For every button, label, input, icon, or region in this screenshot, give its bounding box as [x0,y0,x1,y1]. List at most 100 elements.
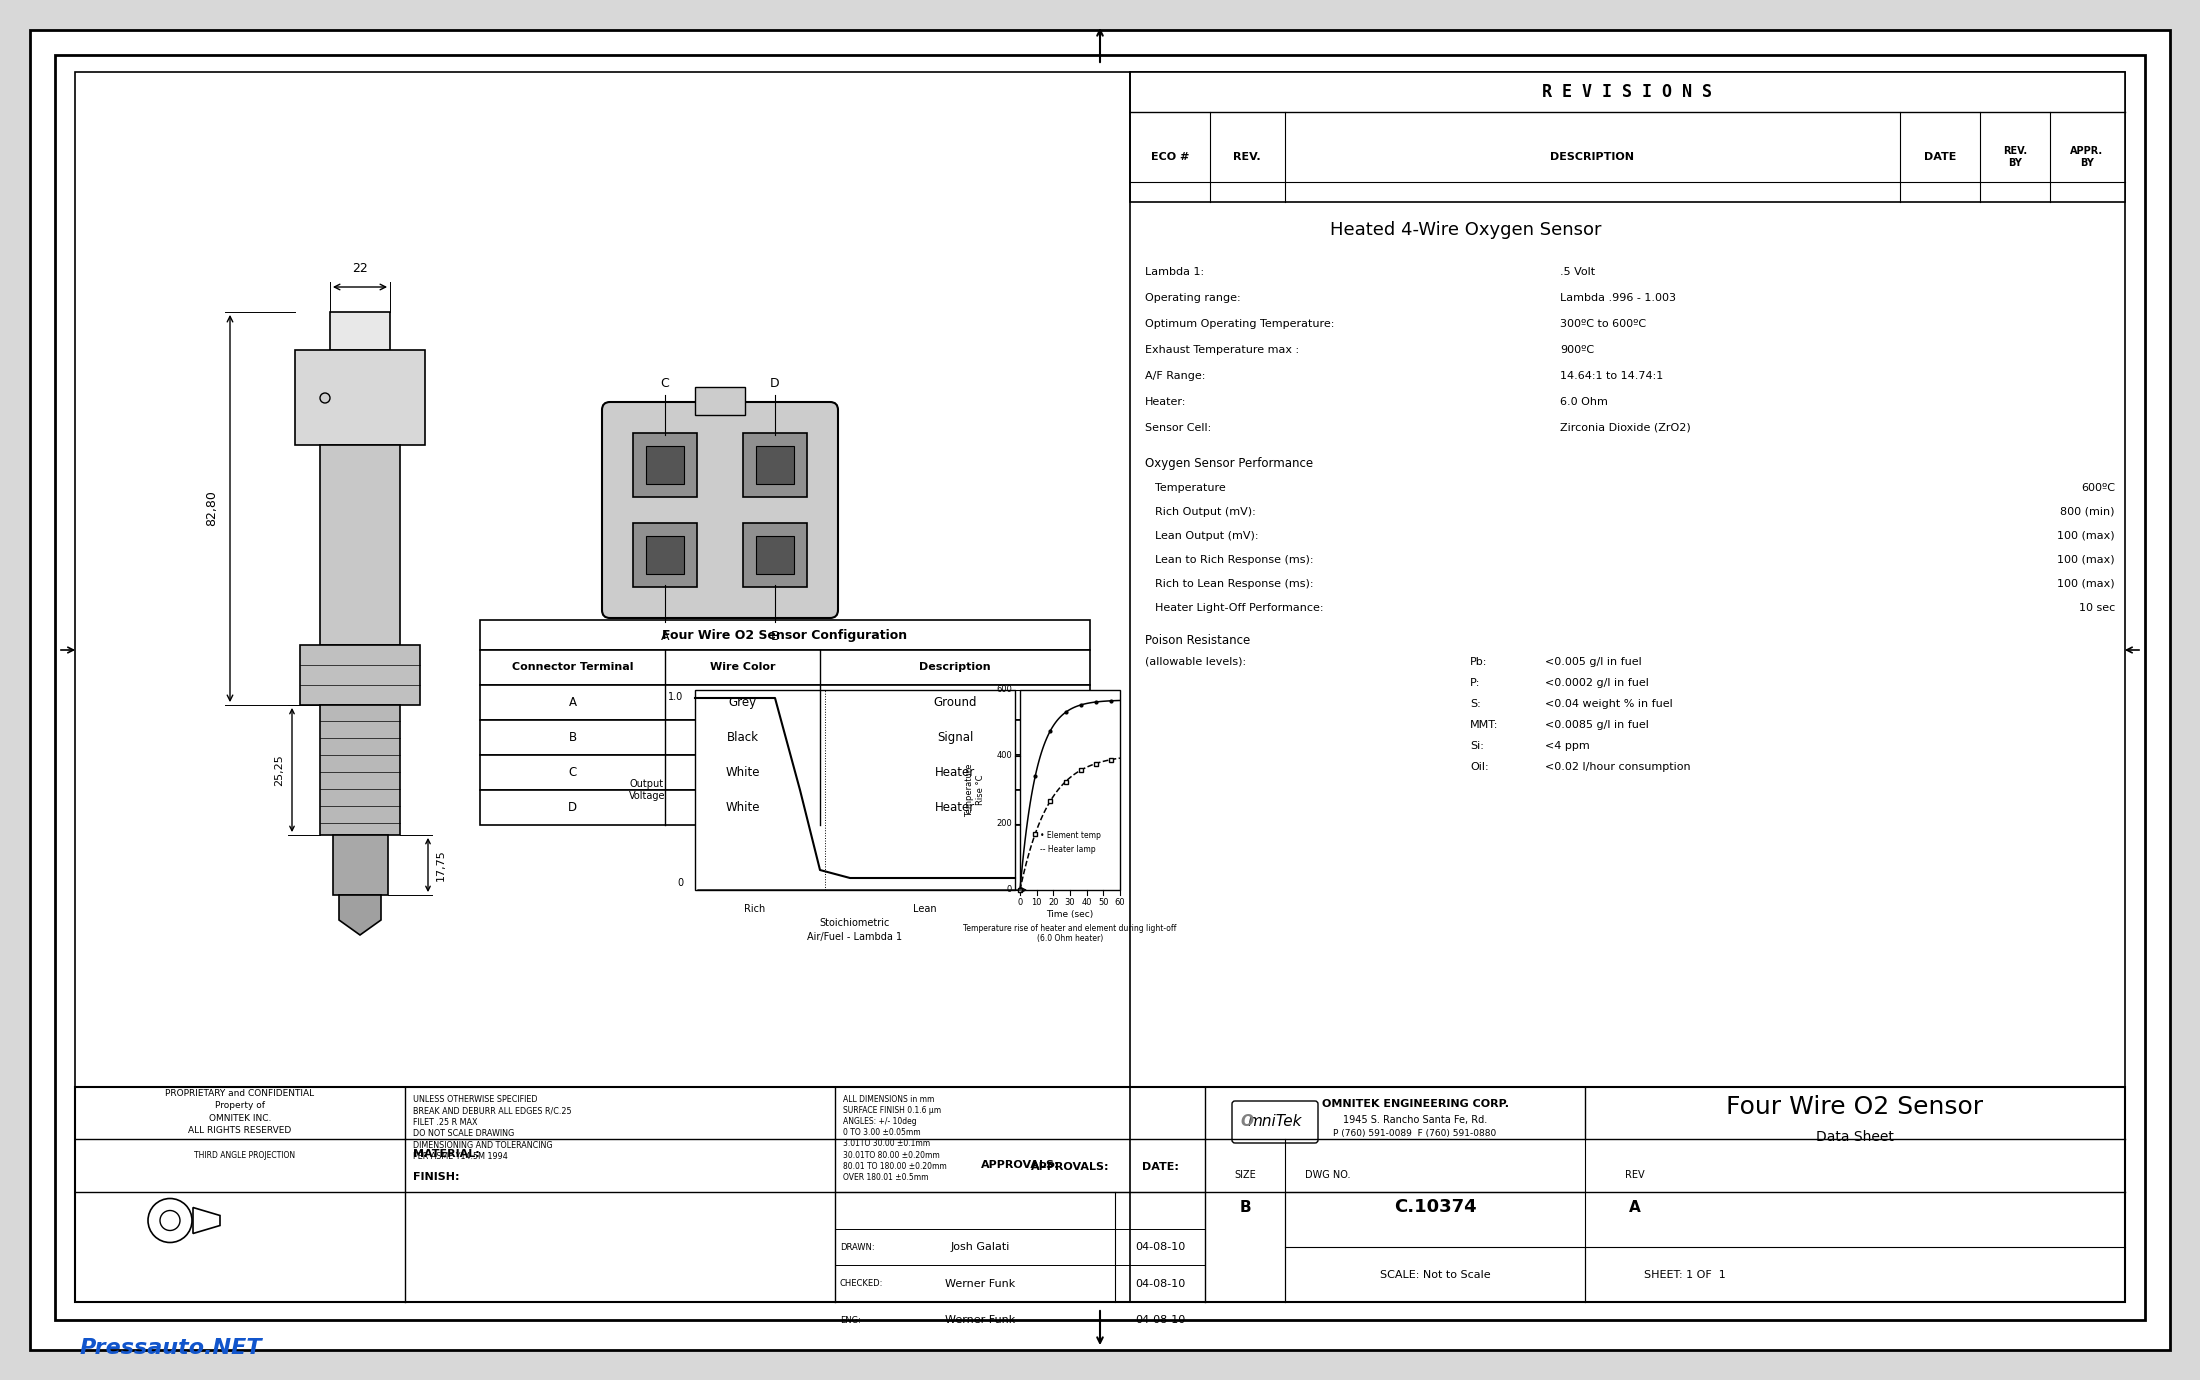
Text: 14.64:1 to 14.74:1: 14.64:1 to 14.74:1 [1560,371,1663,381]
Text: B: B [1239,1199,1252,1214]
Text: Signal: Signal [937,731,972,744]
Bar [332,835,387,896]
Text: <0.0002 g/l in fuel: <0.0002 g/l in fuel [1544,678,1648,689]
Bar [480,684,1089,720]
Text: DWG NO.: DWG NO. [1305,1170,1351,1180]
Text: P (760) 591-0089  F (760) 591-0880: P (760) 591-0089 F (760) 591-0880 [1333,1129,1496,1138]
Text: Lean Output (mV):: Lean Output (mV): [1155,531,1258,541]
Text: FINISH:: FINISH: [414,1172,460,1183]
Bar [480,650,1089,684]
Text: S:: S: [1470,700,1481,709]
Bar [319,444,400,644]
Text: CHECKED:: CHECKED: [840,1279,884,1288]
Text: Four Wire O2 Sensor: Four Wire O2 Sensor [1727,1094,1984,1119]
Text: Connector Terminal: Connector Terminal [513,662,634,672]
FancyBboxPatch shape [647,535,684,574]
Text: THIRD ANGLE PROJECTION: THIRD ANGLE PROJECTION [194,1151,295,1161]
Text: MATERIAL:: MATERIAL: [414,1150,480,1159]
Text: 25,25: 25,25 [275,753,284,785]
Text: Grey: Grey [728,696,757,709]
Text: 1945 S. Rancho Santa Fe, Rd.: 1945 S. Rancho Santa Fe, Rd. [1342,1115,1487,1125]
Bar [1131,72,2125,201]
Bar [480,620,1089,650]
Text: C: C [660,377,669,391]
Circle shape [319,393,330,403]
Bar [1021,690,1120,890]
Text: Ground: Ground [933,696,977,709]
Text: 0: 0 [1016,898,1023,907]
Text: Oil:: Oil: [1470,762,1489,771]
Text: Heater:: Heater: [1144,397,1186,407]
Text: DATE:: DATE: [1142,1162,1179,1173]
Text: 10 sec: 10 sec [2079,603,2114,613]
Bar [480,755,1089,789]
Text: A: A [568,696,576,709]
Text: Werner Funk: Werner Funk [944,1315,1014,1325]
FancyBboxPatch shape [744,523,807,586]
Text: DRAWN:: DRAWN: [840,1242,876,1252]
Text: Temperature
Rise °C: Temperature Rise °C [966,763,986,817]
Text: D: D [568,800,576,814]
Text: <0.02 l/hour consumption: <0.02 l/hour consumption [1544,762,1690,771]
Text: 100 (max): 100 (max) [2057,580,2114,589]
Text: P:: P: [1470,678,1481,689]
Text: A/F Range:: A/F Range: [1144,371,1206,381]
Text: Description: Description [920,662,990,672]
Text: C: C [568,766,576,778]
Text: 17,75: 17,75 [436,849,447,880]
Bar [75,72,2125,1301]
Text: B: B [770,631,779,643]
Text: mniTek: mniTek [1247,1115,1302,1129]
FancyBboxPatch shape [757,535,794,574]
Text: REV.
BY: REV. BY [2002,146,2026,168]
Text: 200: 200 [997,820,1012,828]
Text: 04-08-10: 04-08-10 [1135,1315,1186,1325]
Text: O: O [1241,1115,1254,1129]
Circle shape [161,1210,180,1231]
Text: R E V I S I O N S: R E V I S I O N S [1542,83,1712,101]
Text: 400: 400 [997,752,1012,760]
Text: 30: 30 [1065,898,1076,907]
Text: Operating range:: Operating range: [1144,293,1241,304]
Text: Time (sec): Time (sec) [1047,909,1093,919]
Text: Sensor Cell:: Sensor Cell: [1144,424,1212,433]
Text: Data Sheet: Data Sheet [1815,1130,1894,1144]
Text: DATE: DATE [1923,152,1956,161]
Polygon shape [194,1208,220,1234]
Bar [299,644,420,705]
Text: 800 (min): 800 (min) [2061,506,2114,518]
Text: DESCRIPTION: DESCRIPTION [1551,152,1635,161]
Text: MMT:: MMT: [1470,720,1498,730]
Text: 40: 40 [1082,898,1091,907]
Text: Temperature rise of heater and element during light-off
(6.0 Ohm heater): Temperature rise of heater and element d… [964,925,1177,944]
Text: Pb:: Pb: [1470,657,1487,667]
Text: APPROVALS:: APPROVALS: [981,1161,1058,1170]
Text: 6.0 Ohm: 6.0 Ohm [1560,397,1608,407]
Text: Heated 4-Wire Oxygen Sensor: Heated 4-Wire Oxygen Sensor [1331,221,1602,239]
Text: SCALE: Not to Scale: SCALE: Not to Scale [1379,1270,1489,1281]
Text: B: B [568,731,576,744]
Text: <0.005 g/l in fuel: <0.005 g/l in fuel [1544,657,1641,667]
Text: White: White [726,800,759,814]
Text: Lean to Rich Response (ms):: Lean to Rich Response (ms): [1155,555,1313,564]
Text: Oxygen Sensor Performance: Oxygen Sensor Performance [1144,458,1313,471]
Text: Temperature: Temperature [1155,483,1225,493]
Circle shape [147,1198,191,1242]
Bar [319,705,400,835]
Text: Heater Light-Off Performance:: Heater Light-Off Performance: [1155,603,1324,613]
Text: Rich to Lean Response (ms):: Rich to Lean Response (ms): [1155,580,1313,589]
Text: REV: REV [1626,1170,1646,1180]
Text: Poison Resistance: Poison Resistance [1144,633,1250,646]
Text: ECO #: ECO # [1151,152,1190,161]
FancyBboxPatch shape [744,433,807,497]
Text: D: D [770,377,779,391]
Bar [695,386,746,415]
Text: Lambda .996 - 1.003: Lambda .996 - 1.003 [1560,293,1676,304]
Text: SIZE: SIZE [1234,1170,1256,1180]
Text: Josh Galati: Josh Galati [950,1242,1010,1252]
Text: Lean: Lean [913,904,937,914]
Text: REV.: REV. [1234,152,1261,161]
Text: APPROVALS:: APPROVALS: [1032,1162,1109,1173]
Polygon shape [339,896,381,936]
Bar [480,720,1089,755]
